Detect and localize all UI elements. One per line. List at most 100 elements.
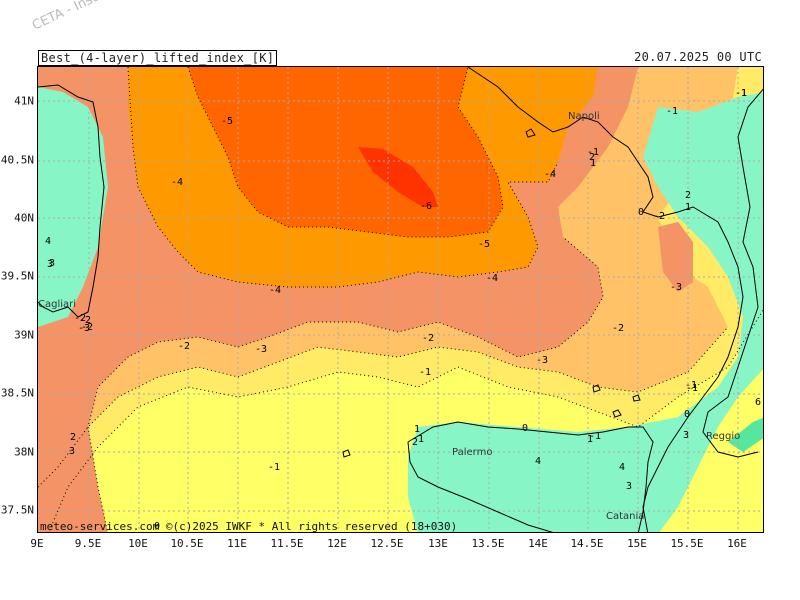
contour-value-label: 1 (587, 434, 593, 445)
lon-label: 13E (428, 537, 448, 550)
place-labels: Napoli Cagliari Palermo Catania Reggio (38, 111, 740, 522)
contour-value-label: -1 (735, 88, 747, 99)
contour-value-label: -2 (612, 323, 624, 334)
island-ischia (525, 128, 536, 138)
lon-label: 9E (30, 537, 44, 550)
lon-label: 15E (627, 537, 647, 550)
map-canvas: -5 -4 -6 -5 -4 -4 -4 -3 -2 -2 -3 -2 -3 -… (37, 66, 764, 533)
field-positive-sicily (408, 432, 658, 532)
lon-label: 11.5E (270, 537, 304, 550)
coast-sicily-south (407, 441, 554, 532)
lon-label: 13.5E (471, 537, 505, 550)
place-reggio: Reggio (706, 431, 740, 442)
contour-value-labels: -5 -4 -6 -5 -4 -4 -4 -3 -2 -2 -3 -2 -3 -… (45, 88, 761, 532)
lat-label: 38.5N (0, 386, 34, 400)
lon-label: 10.5E (170, 537, 204, 550)
contour-value-label: -4 (269, 285, 281, 296)
coast-sicily (407, 421, 654, 532)
lat-label: 38N (14, 445, 34, 459)
lat-label: 40N (14, 211, 34, 225)
field-positive-high (728, 417, 763, 452)
contour-value-label: 2 (70, 432, 76, 443)
field-positive-sardinia (38, 87, 108, 327)
island-lipari (612, 409, 622, 418)
contour-value-label: 2 (589, 152, 595, 163)
contour-value-label: -3 (255, 344, 267, 355)
lon-label: 14.5E (570, 537, 604, 550)
coastlines (38, 67, 763, 532)
contour-line (187, 67, 504, 238)
contour-value-label: -1 (685, 380, 697, 391)
contour-value-label: 1 (685, 202, 691, 213)
contour-value-label: -1 (666, 106, 678, 117)
place-catania: Catania (606, 511, 644, 522)
contour-value-label: 1 (414, 424, 420, 435)
contour-value-label: 3 (47, 259, 53, 270)
contour-value-label: -1 (589, 431, 601, 442)
contour-value-label: -2 (74, 313, 86, 324)
contour-value-label: 4 (619, 462, 625, 473)
map-title: Best_(4-layer)_lifted_index_[K] (38, 50, 278, 66)
contour-value-label: 0 (522, 423, 528, 434)
contour-value-label: -2 (422, 333, 434, 344)
copyright-footer: meteo-services.com ©(c)2025 IWKF * All r… (40, 520, 458, 533)
contour-value-label: 2 (412, 437, 418, 448)
lon-label: 16E (727, 537, 747, 550)
contour-value-label: -1 (686, 383, 698, 394)
lon-label: 12E (327, 537, 347, 550)
contour-value-label: 1 (590, 158, 596, 169)
island-ustica (342, 449, 351, 458)
contour-line (48, 309, 763, 532)
lat-label: 39N (14, 328, 34, 342)
watermark-text: CETA - Inst. (30, 0, 104, 34)
contour-value-label: -4 (544, 169, 556, 180)
contour-value-label: -2 (178, 341, 190, 352)
lat-label: 37.5N (0, 503, 34, 517)
contour-value-label: -5 (478, 239, 490, 250)
contour-value-label: -3 (78, 323, 90, 334)
lat-label: 39.5N (0, 269, 34, 283)
contour-value-label: -6 (420, 201, 432, 212)
contour-value-label: 0 (684, 409, 690, 420)
field-minus3-island (658, 222, 693, 292)
contour-value-label: -4 (171, 177, 183, 188)
contour-value-label: -2 (81, 322, 93, 333)
lon-label: 14E (528, 537, 548, 550)
place-napoli: Napoli (568, 111, 600, 122)
contour-value-label: 4 (45, 236, 51, 247)
lon-label: 10E (128, 537, 148, 550)
contour-value-label: -5 (221, 116, 233, 127)
lon-label: 9.5E (74, 537, 102, 550)
lon-label: 12.5E (370, 537, 404, 550)
contour-value-label: -2 (79, 315, 91, 326)
contour-value-label: 2 (685, 190, 691, 201)
place-cagliari: Cagliari (38, 299, 76, 310)
contour-value-label: -1 (419, 367, 431, 378)
coast-sardinia (38, 84, 105, 318)
lat-label: 40.5N (0, 153, 34, 167)
contour-value-label: 4 (535, 456, 541, 467)
contour-value-label: 0 (638, 207, 644, 218)
place-palermo: Palermo (452, 447, 492, 458)
contour-value-label: -3 (536, 355, 548, 366)
contour-value-label: -4 (486, 273, 498, 284)
island-salina (592, 384, 601, 393)
lon-label: 15.5E (670, 537, 704, 550)
contour-value-label: 6 (755, 397, 761, 408)
map-svg: -5 -4 -6 -5 -4 -4 -4 -3 -2 -2 -3 -2 -3 -… (38, 67, 763, 532)
contour-value-label: 3 (69, 446, 75, 457)
contour-value-label: 3 (683, 430, 689, 441)
map-timestamp: 20.07.2025 00 UTC (634, 50, 762, 64)
coast-italy-mainland (467, 67, 744, 532)
contour-value-label: -2 (653, 211, 665, 222)
graticule (38, 67, 763, 532)
contour-value-label: 1 (418, 434, 424, 445)
contour-value-label: 1 (741, 88, 747, 99)
lat-label: 41N (14, 94, 34, 108)
contour-value-label: 0 (154, 521, 160, 532)
contour-value-label: 3 (49, 258, 55, 269)
field-minus6-region (358, 147, 438, 207)
coast-calabria-east (702, 88, 763, 458)
contour-line (38, 326, 729, 488)
contour-value-label: 3 (626, 481, 632, 492)
